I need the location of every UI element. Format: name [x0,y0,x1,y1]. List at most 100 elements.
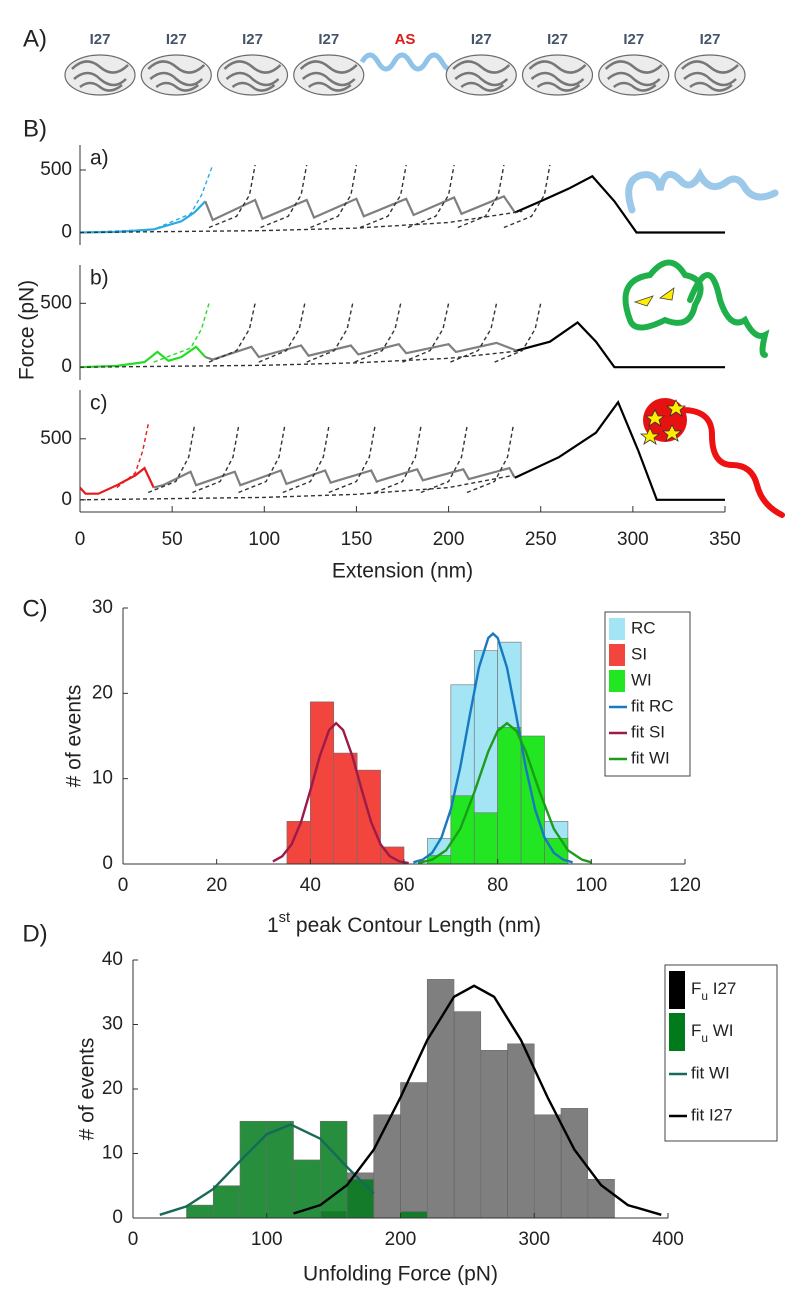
force-trace [79,466,155,495]
domain-strands [71,60,129,92]
x-tick-label: 300 [518,1229,550,1250]
x-tick-label: 350 [709,529,741,550]
fit-curve [374,426,422,494]
fit-curve [79,164,214,234]
legend-label: fit WI [631,748,670,767]
legend-label: fit I27 [691,1105,733,1124]
fit-curve [466,426,514,494]
fit-curve [306,303,354,363]
histogram-bar [400,1211,428,1219]
domain-icon [216,54,289,96]
y-tick-label: 500 [40,292,72,313]
x-tick-label: 200 [433,529,465,550]
histogram-bar [333,752,358,865]
domain-strands [147,60,206,92]
domain-strands [452,60,511,92]
fit-curve [293,984,662,1216]
histogram-bar [310,701,335,865]
y-axis-label: Force (pN) [16,280,39,380]
legend-label: fit WI [691,1063,730,1082]
fit-curve [272,721,409,865]
histogram-bar [373,1114,401,1219]
x-tick-label: 0 [75,529,86,550]
force-trace [79,200,207,234]
y-tick-label: 0 [61,356,72,377]
module-label: I27 [242,31,263,48]
fit-curve [208,164,256,229]
y-tick-label: 500 [40,428,72,449]
fit-curve [153,303,210,363]
histogram-bar [400,1082,428,1219]
legend-swatch [609,644,625,666]
x-tick-label: 100 [251,1229,283,1250]
domain-shape [140,54,212,96]
legend-label: Fu I27 [691,979,736,1003]
y-tick-label: 0 [61,489,72,510]
domain-shape [598,54,670,96]
module-label: I27 [90,31,111,48]
y-tick-label: 0 [61,222,72,243]
domain-icon [674,54,746,96]
legend-label-part: WI [708,1021,734,1040]
fit-curve [420,426,468,494]
fit-curve [354,303,402,363]
legend-label-part: u [701,1031,708,1045]
domain-shape [293,54,365,96]
y-tick-label: 10 [102,1143,123,1164]
x-axis-label: 1st peak Contour Length (nm) [267,910,541,937]
y-tick-label: 10 [92,768,113,789]
domain-shape [216,54,289,96]
fit-curve [450,303,498,363]
domain-strands [299,60,358,92]
histogram-bar [266,1120,294,1219]
y-tick-label: 20 [102,1078,123,1099]
y-tick-label: 40 [102,949,123,970]
y-tick-label: 0 [102,853,113,874]
histogram-bar [507,1043,535,1219]
legend-label: RC [631,618,656,637]
x-tick-label: 80 [487,875,508,896]
y-axis-label: # of events [76,1038,99,1141]
x-tick-label: 400 [652,1229,684,1250]
y-axis-label: # of events [63,685,86,788]
strong-intermediate-icon [639,398,785,518]
subplot-label: b) [90,267,109,290]
domain-strands [223,60,282,92]
fit-curve [282,426,330,494]
histogram-bar [473,812,498,865]
force-trace [204,341,518,361]
panel-label: A) [23,25,47,52]
y-tick-label: 0 [112,1207,123,1228]
force-trace [514,174,725,234]
fit-curve [208,303,256,363]
fit-curve [407,164,455,229]
x-tick-label: 20 [206,875,227,896]
histogram-bar [533,1114,562,1219]
fit-curve [79,349,523,368]
module-label: I27 [623,31,644,48]
force-trace [79,345,207,369]
x-tick-label: 50 [162,529,183,550]
module-label: I27 [547,31,568,48]
module-label: I27 [166,31,187,48]
x-tick-label: 40 [300,875,321,896]
fit-curve [238,426,286,494]
fit-curve [192,426,240,494]
linker-icon [359,52,460,73]
histogram-bar [212,1185,241,1219]
fit-curve [413,631,573,864]
domain-strands [528,60,587,92]
legend-label-part: F [691,1021,701,1040]
histogram-bar [186,1204,214,1219]
x-tick-label: 250 [525,529,557,550]
y-tick-label: 30 [92,597,113,618]
y-tick-label: 500 [40,159,72,180]
x-tick-label: 120 [669,875,701,896]
x-tick-label: 150 [341,529,373,550]
y-tick-label: 30 [102,1014,123,1035]
fit-curve [258,303,306,363]
fit-curve [116,424,149,489]
domain-icon [140,54,212,96]
x-axis-label: Unfolding Force (pN) [303,1263,498,1286]
